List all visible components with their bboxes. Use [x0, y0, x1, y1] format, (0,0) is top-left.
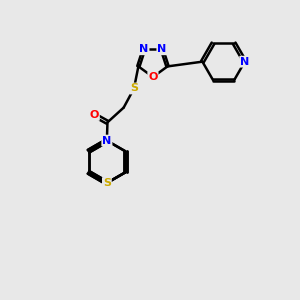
Text: N: N [139, 44, 148, 54]
Text: S: S [130, 83, 138, 94]
Text: N: N [157, 44, 167, 54]
Text: S: S [103, 178, 111, 188]
Text: N: N [240, 57, 249, 67]
Text: O: O [148, 72, 158, 82]
Text: O: O [89, 110, 99, 120]
Text: N: N [102, 136, 112, 146]
